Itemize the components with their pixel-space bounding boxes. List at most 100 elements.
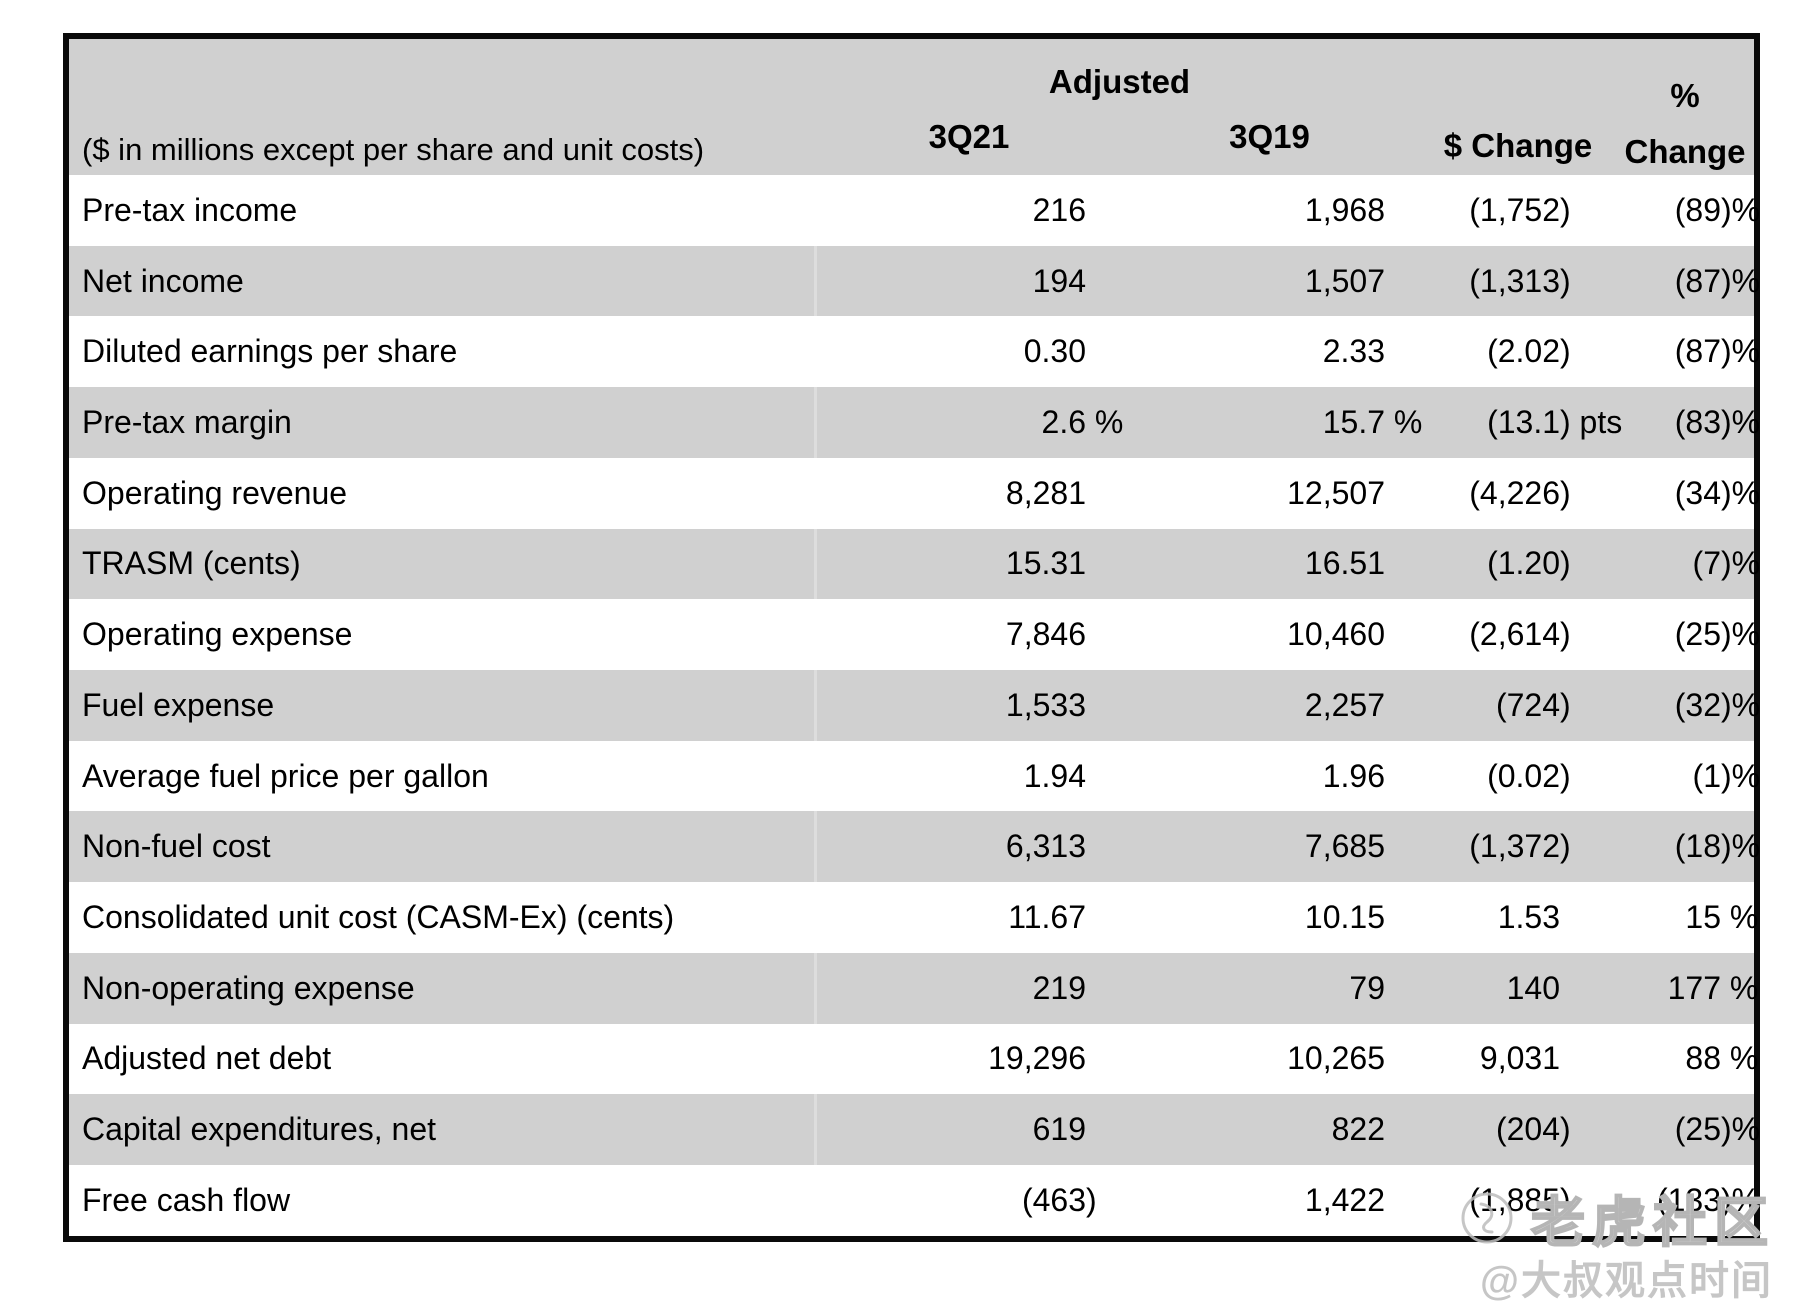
row-label: Non-fuel cost: [82, 828, 271, 865]
value-dollar-change: (4,226: [1469, 474, 1560, 511]
cell-pct-change: (87)%: [1674, 333, 1761, 370]
header-adjusted: Adjusted: [1048, 63, 1191, 100]
value-3q19: 10.15: [1304, 899, 1385, 936]
cell-3q19: 1,507: [1119, 246, 1420, 317]
value-3q19: 10,460: [1287, 616, 1385, 653]
cell-3q21: 6,313: [819, 811, 1119, 882]
value-dollar-change: (204: [1495, 1111, 1560, 1148]
column-header-3q19: 3Q19: [1229, 118, 1310, 155]
value-3q19: 79: [1349, 969, 1385, 1006]
value-3q21: 11.67: [1008, 899, 1086, 936]
value-3q21: 1,533: [1005, 686, 1086, 723]
value-3q19: 16.51: [1304, 545, 1385, 582]
value-3q21: 219: [1032, 969, 1086, 1006]
value-dollar-change: (2.02: [1487, 333, 1560, 370]
cell-3q19: 79: [1119, 953, 1420, 1024]
cell-3q21: 1.94: [819, 741, 1119, 812]
value-dollar-change: 1.53: [1497, 899, 1560, 936]
cell-3q19: 1,422: [1119, 1165, 1420, 1236]
watermark-handle-text: @大叔观点时间: [1479, 1259, 1773, 1303]
cell-dollar-change: (2.02): [1487, 333, 1571, 370]
value-dollar-change: (1,752: [1469, 191, 1560, 228]
value-3q19: 10,265: [1287, 1040, 1385, 1077]
value-dollar-change: 140: [1506, 969, 1560, 1006]
value-pct-change: (18: [1674, 828, 1721, 865]
value-dollar-change: (2,614: [1469, 616, 1560, 653]
value-3q19: 2,257: [1304, 686, 1385, 723]
cell-3q19: 1.96: [1119, 741, 1420, 812]
table-row: Average fuel price per gallon 1.94 1.96 …: [69, 741, 1760, 812]
value-pct-change: 15: [1685, 899, 1721, 936]
value-3q19: 15.7: [1322, 404, 1385, 441]
cell-pct-change: (32)%: [1674, 686, 1761, 723]
cell-3q21: 219: [819, 953, 1119, 1024]
value-3q19: 1,507: [1304, 262, 1385, 299]
cell-pct-change: (25)%: [1674, 616, 1761, 653]
table-row: Non-operating expense 219 79 140 177 %: [69, 952, 1758, 1024]
cell-dollar-change: 9,031: [1420, 1024, 1616, 1095]
table-header: ($ in millions except per share and unit…: [69, 39, 1754, 175]
table-row: Net income 194 1,507 (1,313) (87)%: [69, 245, 1760, 317]
value-pct-change: (133: [1656, 1181, 1721, 1218]
cell-dollar-change: (0.02): [1487, 757, 1571, 794]
cell-dollar-change: (1.20): [1487, 545, 1571, 582]
column-header-pct-change-line1: %: [1670, 77, 1700, 114]
value-3q21: 6,313: [1005, 828, 1086, 865]
row-label: Consolidated unit cost (CASM-Ex) (cents): [82, 899, 675, 936]
cell-3q19: 10,460: [1119, 599, 1420, 670]
value-3q21: (463: [1021, 1181, 1086, 1218]
cell-3q21: 11.67: [819, 882, 1119, 953]
cell-pct-change: (89)%: [1674, 191, 1761, 228]
value-pct-change: (1: [1692, 757, 1721, 794]
cell-dollar-change: (1,313): [1469, 262, 1571, 299]
cell-pct-change: (7)%: [1692, 545, 1761, 582]
cell-pct-change: (83)%: [1674, 404, 1761, 441]
value-3q19: 2.33: [1322, 333, 1385, 370]
table-row: Diluted earnings per share 0.30 2.33 (2.…: [69, 316, 1761, 387]
value-pct-change: (7: [1692, 545, 1721, 582]
row-label: Operating revenue: [82, 474, 348, 511]
value-pct-change: (87: [1674, 262, 1721, 299]
row-label: Net income: [82, 262, 244, 299]
value-3q19: 1,422: [1304, 1181, 1385, 1218]
table-row: Fuel expense 1,533 2,257 (724) (32)%: [69, 670, 1761, 741]
row-label: Average fuel price per gallon: [82, 757, 489, 794]
value-dollar-change: (0.02: [1487, 757, 1560, 794]
value-3q19: 1.96: [1322, 757, 1385, 794]
value-pct-change: (25: [1674, 1111, 1721, 1148]
cell-3q19: 2.33: [1119, 316, 1420, 387]
value-dollar-change: (1,372: [1469, 828, 1560, 865]
cell-3q21: 2.6 %: [1041, 404, 1124, 441]
value-pct-change: (87: [1674, 333, 1721, 370]
cell-3q21: (463): [1021, 1181, 1097, 1218]
cell-dollar-change: (4,226): [1469, 474, 1571, 511]
value-dollar-change: (13.1: [1487, 404, 1560, 441]
row-label: Capital expenditures, net: [82, 1111, 436, 1148]
value-3q21: 7,846: [1005, 616, 1086, 653]
row-label: TRASM (cents): [82, 545, 301, 582]
table-row: Free cash flow (463) 1,422 (1,885) (133)…: [69, 1165, 1760, 1236]
cell-3q21: 15.31: [819, 529, 1119, 600]
row-label: Pre-tax income: [82, 191, 298, 228]
row-label: Adjusted net debt: [82, 1040, 332, 1077]
cell-pct-change: 15 %: [1685, 899, 1759, 936]
table-row: Pre-tax margin 2.6 % 15.7 % (13.1) pts (…: [69, 387, 1761, 458]
cell-3q21: 0.30: [819, 316, 1119, 387]
cell-pct-change: 88 %: [1685, 1040, 1759, 1077]
column-header-dollar-change: $ Change: [1443, 127, 1593, 164]
cell-3q19: 10,265: [1119, 1024, 1420, 1095]
cell-dollar-change: (204): [1495, 1111, 1571, 1148]
cell-3q21: 19,296: [819, 1024, 1119, 1095]
value-pct-change: 88: [1685, 1040, 1721, 1077]
value-3q19: 12,507: [1287, 474, 1385, 511]
value-3q21: 194: [1032, 262, 1086, 299]
cell-3q21: 8,281: [819, 458, 1119, 529]
value-pct-change: (83: [1674, 404, 1721, 441]
value-3q21: 1.94: [1023, 757, 1086, 794]
value-dollar-change: 9,031: [1479, 1040, 1560, 1077]
cell-dollar-change: (1,752): [1469, 191, 1571, 228]
value-3q21: 216: [1032, 191, 1086, 228]
table-row: Capital expenditures, net 619 822 (204) …: [69, 1094, 1760, 1166]
cell-dollar-change: (2,614): [1469, 616, 1571, 653]
